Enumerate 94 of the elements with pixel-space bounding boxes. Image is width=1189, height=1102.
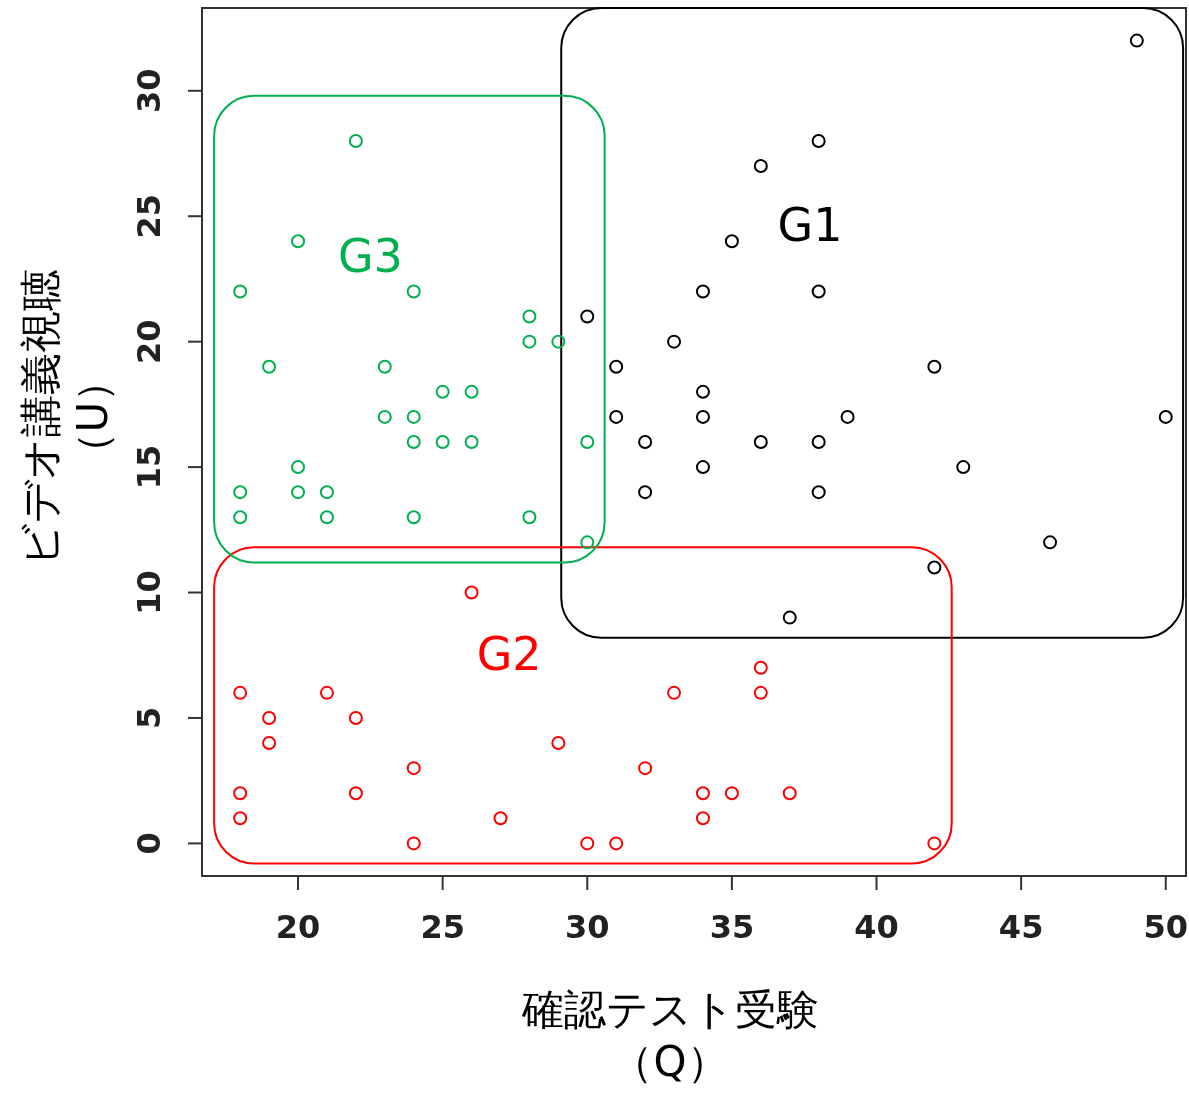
point	[695, 460, 710, 475]
point	[638, 435, 653, 449]
point	[695, 811, 710, 826]
point	[233, 485, 248, 500]
y-tick-label: 15	[130, 444, 168, 490]
point	[291, 485, 306, 500]
point	[319, 510, 334, 525]
point	[406, 836, 421, 851]
point	[406, 435, 421, 449]
point	[667, 334, 682, 349]
point	[1129, 33, 1144, 48]
point	[406, 761, 421, 776]
point	[609, 359, 624, 374]
point	[667, 685, 682, 700]
point	[464, 384, 479, 399]
point	[580, 435, 595, 449]
point	[435, 384, 450, 399]
y-axis-title: ビデオ講義視聴（U）	[15, 267, 118, 568]
y-tick-label: 5	[130, 706, 168, 730]
point	[811, 435, 826, 449]
point	[262, 736, 277, 751]
y-tick-label: 0	[130, 832, 168, 855]
point	[927, 560, 942, 575]
x-tick-label: 40	[854, 908, 899, 946]
point	[406, 284, 421, 299]
point	[319, 685, 334, 700]
point	[233, 786, 248, 801]
point	[233, 284, 248, 299]
series-label: G3	[337, 228, 403, 283]
point	[1158, 409, 1173, 424]
series-label: G1	[777, 197, 843, 252]
point	[464, 585, 479, 600]
point	[291, 234, 306, 249]
point	[753, 159, 768, 174]
point	[262, 359, 277, 374]
x-tick-label: 25	[420, 908, 465, 946]
point	[262, 710, 277, 725]
point	[551, 736, 566, 751]
point	[638, 761, 653, 776]
point	[695, 409, 710, 424]
y-tick-label: 20	[130, 319, 168, 364]
point	[609, 409, 624, 424]
point	[811, 485, 826, 500]
point	[377, 409, 392, 424]
x-tick-label: 45	[998, 908, 1044, 946]
point	[406, 409, 421, 424]
point	[464, 435, 479, 449]
x-tick-label: 50	[1143, 908, 1189, 946]
point	[435, 435, 450, 449]
point	[319, 485, 334, 500]
point	[493, 811, 508, 826]
point	[522, 309, 537, 324]
y-tick-label: 25	[130, 193, 168, 239]
x-tick-label: 35	[709, 908, 755, 946]
point	[753, 435, 768, 449]
y-tick-label: 10	[130, 570, 168, 615]
point	[551, 334, 566, 349]
y-tick-label: 30	[130, 68, 168, 114]
x-tick-label: 20	[275, 908, 321, 946]
point	[927, 359, 942, 374]
point	[956, 460, 971, 475]
point	[609, 836, 624, 851]
point	[348, 786, 363, 801]
point	[753, 660, 768, 675]
point	[724, 234, 739, 249]
point	[406, 510, 421, 525]
point	[580, 535, 595, 550]
x-tick-label: 30	[565, 908, 610, 946]
point	[811, 133, 826, 148]
point	[377, 359, 392, 374]
point	[580, 309, 595, 324]
series-label: G2	[476, 627, 542, 682]
point	[811, 284, 826, 299]
point	[233, 510, 248, 525]
point	[348, 133, 363, 148]
point	[753, 685, 768, 700]
point	[724, 786, 739, 801]
point	[927, 836, 942, 851]
point	[638, 485, 653, 500]
point	[348, 710, 363, 725]
point	[695, 384, 710, 399]
point	[695, 284, 710, 299]
point	[233, 685, 248, 700]
point	[291, 460, 306, 475]
x-axis-title: 確認テスト受験（Q）	[520, 984, 820, 1088]
point	[695, 786, 710, 801]
point	[580, 836, 595, 851]
point	[233, 811, 248, 826]
point	[782, 610, 797, 625]
point	[1043, 535, 1058, 550]
point	[782, 786, 797, 801]
point	[522, 334, 537, 349]
point	[840, 409, 855, 424]
point	[522, 510, 537, 525]
